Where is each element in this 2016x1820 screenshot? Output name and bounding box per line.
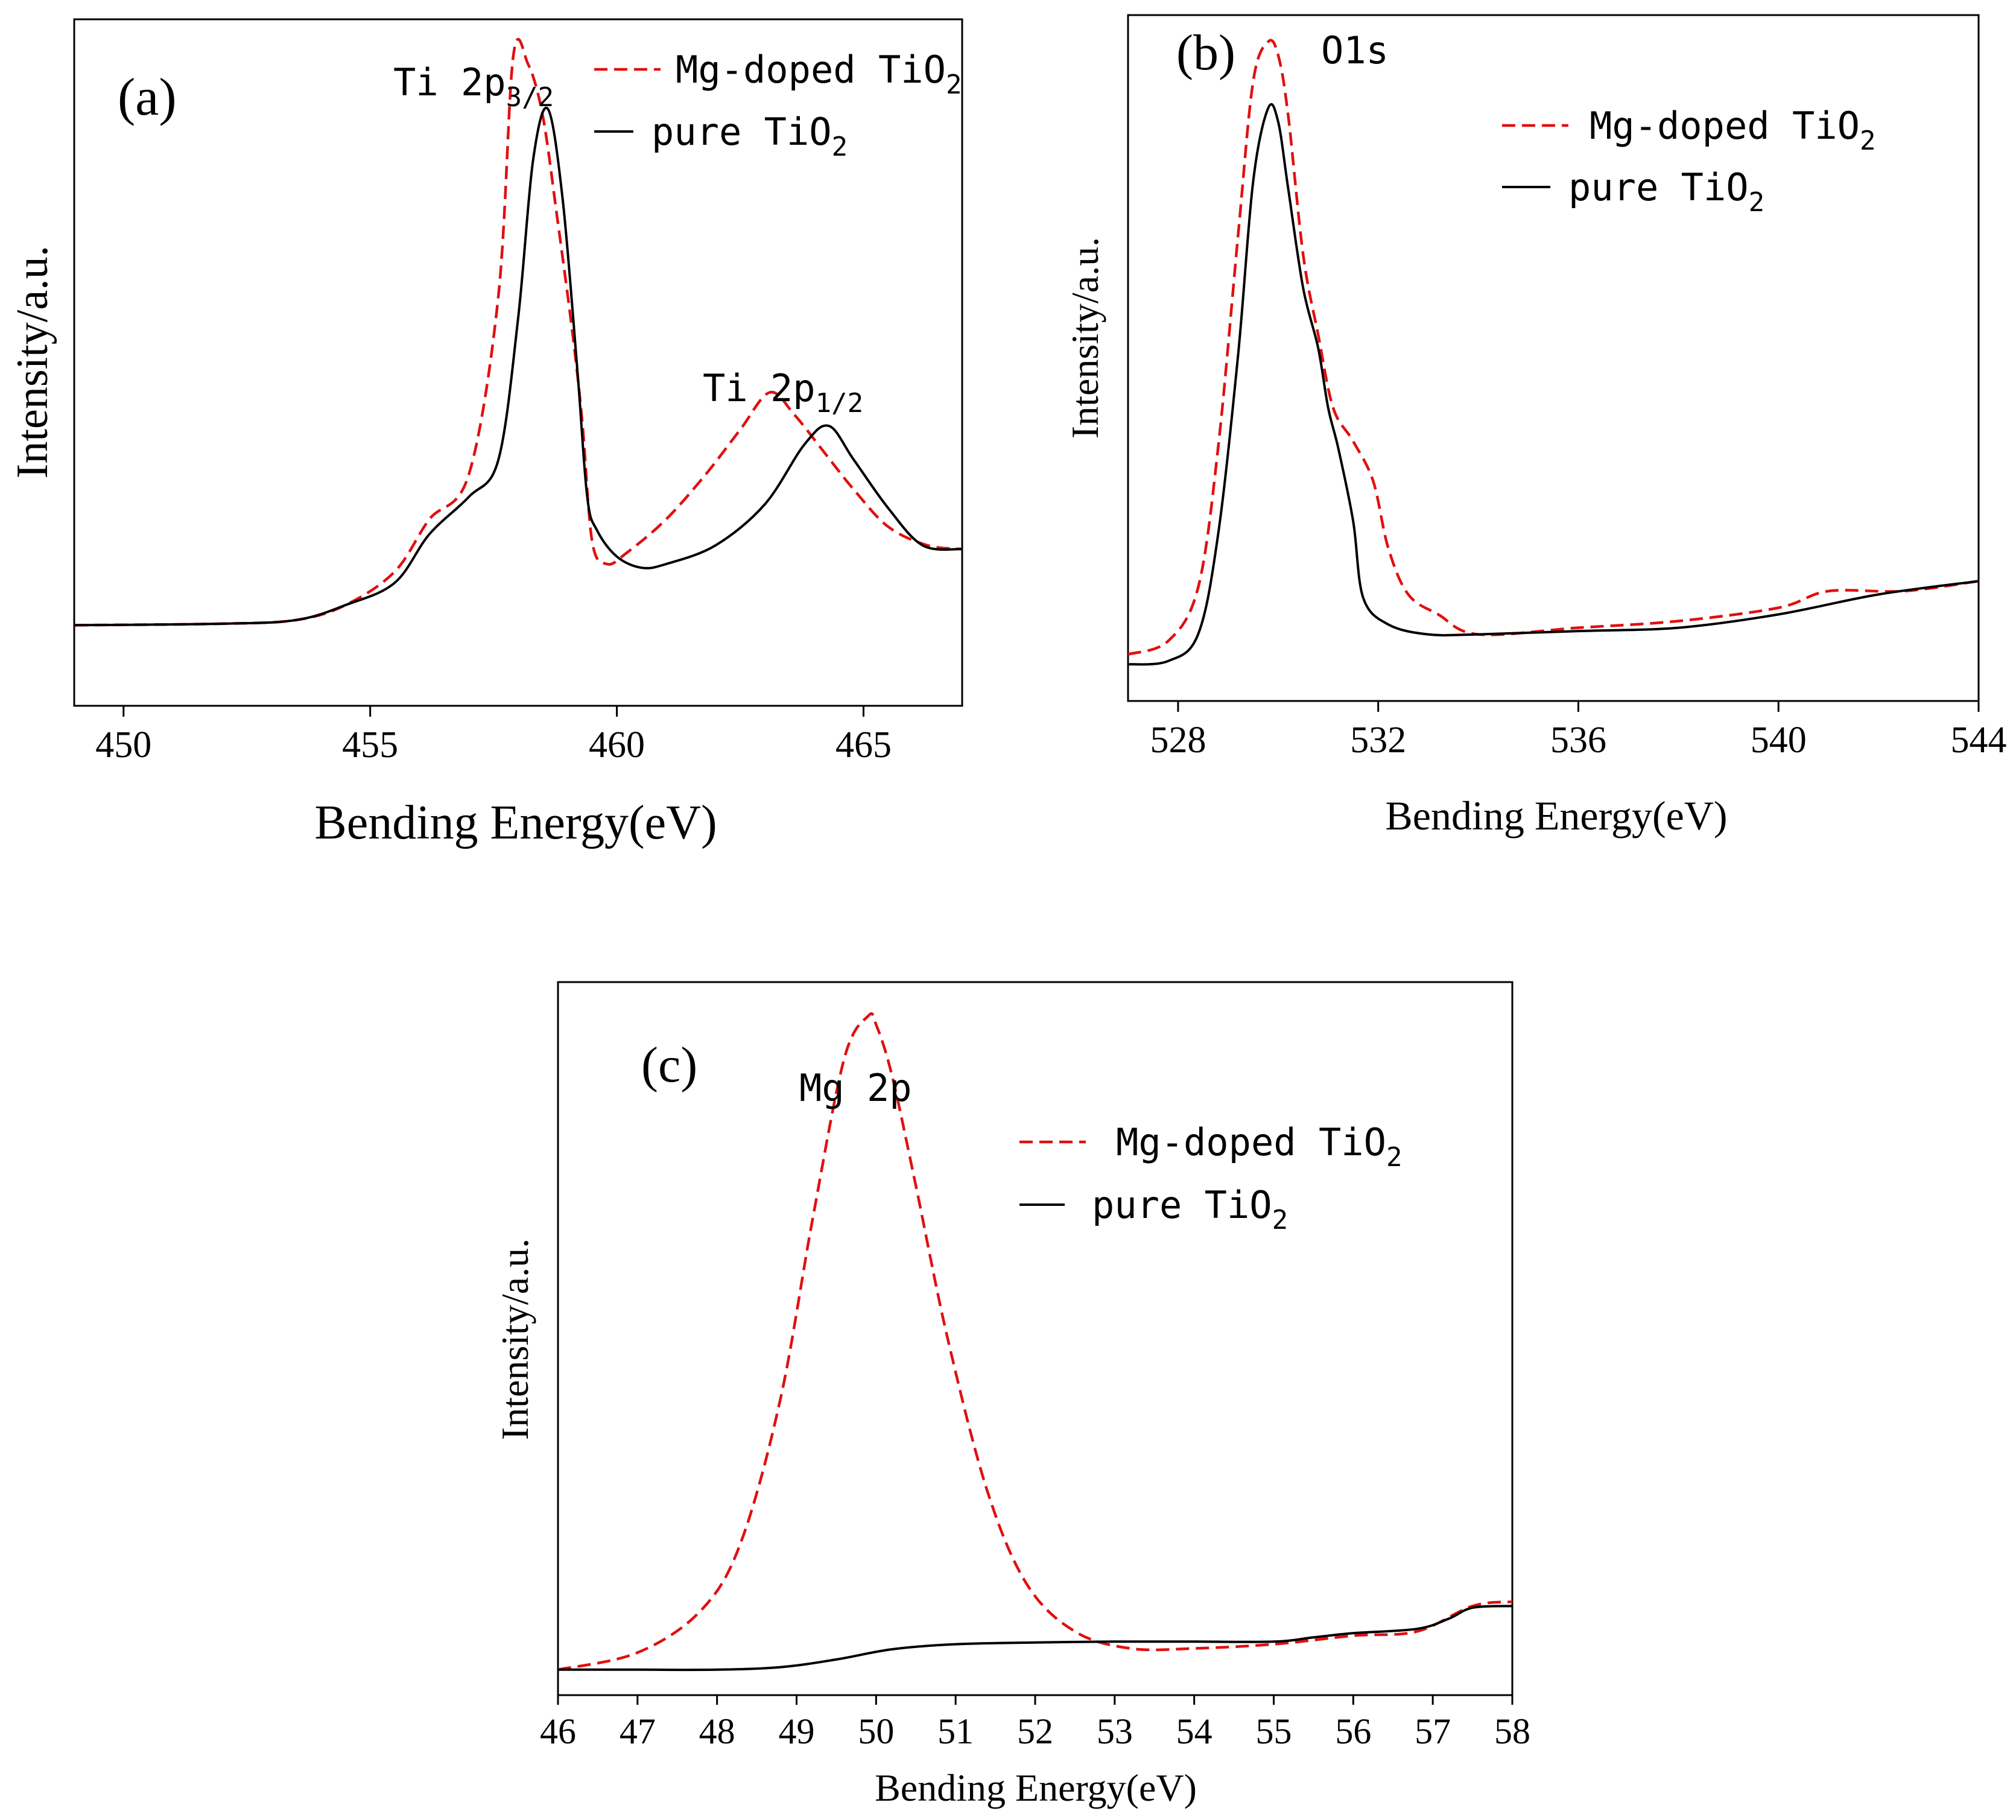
panel-b-curves xyxy=(1127,39,1979,666)
panel-b-ticks: 528 532 536 540 544 xyxy=(1150,701,2007,761)
panel-c-series-doped xyxy=(557,1012,1513,1672)
panel-a-xlabel: Bending Energy(eV) xyxy=(314,796,717,849)
panel-c-tick-label: 48 xyxy=(699,1711,735,1751)
panel-a-curves xyxy=(74,37,963,627)
panel-b-legend: Mg-doped TiO2 pure TiO2 xyxy=(1502,104,1875,218)
panel-c-tick-label: 54 xyxy=(1176,1711,1212,1751)
panel-b-xlabel: Bending Energy(eV) xyxy=(1385,793,1727,839)
panel-c-tick-label: 51 xyxy=(937,1711,974,1751)
panel-a-legend: Mg-doped TiO2 pure TiO2 xyxy=(594,48,962,162)
panel-a-series-doped xyxy=(74,37,963,627)
panel-c: 46 47 48 49 50 51 52 53 54 55 56 57 58 (c) Mg 2p Mg-… xyxy=(493,981,1530,1809)
panel-c-tick-label: 47 xyxy=(620,1711,656,1751)
panel-c-legend: Mg-doped TiO2 pure TiO2 xyxy=(1019,1120,1402,1235)
panel-b-series-pure xyxy=(1127,103,1979,666)
panel-b-tick-label: 528 xyxy=(1150,720,1206,761)
panel-c-tick-label: 57 xyxy=(1415,1711,1451,1751)
panel-b-legend-doped-label: Mg-doped TiO2 xyxy=(1590,104,1875,156)
panel-c-xlabel: Bending Energy(eV) xyxy=(875,1766,1197,1809)
panel-b-legend-pure-label: pure TiO2 xyxy=(1568,165,1764,218)
panel-c-tick-label: 53 xyxy=(1097,1711,1133,1751)
panel-c-tick-label: 50 xyxy=(858,1711,894,1751)
panel-b-tick-label: 544 xyxy=(1951,720,2007,761)
panel-a-tick-label: 455 xyxy=(342,725,398,766)
panel-c-legend-pure-label: pure TiO2 xyxy=(1092,1183,1288,1235)
panel-b-tick-label: 540 xyxy=(1751,720,1807,761)
panel-c-legend-doped-label: Mg-doped TiO2 xyxy=(1116,1120,1402,1173)
panel-a-peak-label-3-2: Ti 2p3/2 xyxy=(393,60,554,113)
panel-a-ylabel: Intensity/a.u. xyxy=(8,246,57,478)
panel-a-peak-label-1-2: Ti 2p1/2 xyxy=(703,366,863,419)
panel-a: 450 455 460 465 (a) Ti 2p3/2 Ti 2p1/2 Mg-do… xyxy=(8,18,963,849)
panel-c-ylabel: Intensity/a.u. xyxy=(493,1238,536,1440)
panel-c-curves xyxy=(557,1012,1513,1672)
panel-c-tick-label: 49 xyxy=(779,1711,815,1751)
panel-a-plot-frame xyxy=(73,18,963,707)
panel-a-ticks: 450 455 460 465 xyxy=(95,706,892,766)
panel-c-tick-label: 55 xyxy=(1256,1711,1292,1751)
panel-b-label: (b) xyxy=(1176,25,1235,81)
panel-a-legend-pure-label: pure TiO2 xyxy=(651,110,848,162)
panel-c-series-pure xyxy=(558,1605,1513,1672)
panel-b: 528 532 536 540 544 (b) O1s Mg-doped TiO2 pu… xyxy=(1063,14,2007,839)
panel-c-tick-label: 56 xyxy=(1335,1711,1371,1751)
panel-c-peak-label: Mg 2p xyxy=(799,1066,912,1110)
panel-b-series-doped xyxy=(1127,39,1979,656)
panel-a-tick-label: 460 xyxy=(589,725,645,766)
panel-a-tick-label: 450 xyxy=(95,725,151,766)
panel-a-label: (a) xyxy=(118,68,177,127)
panel-b-plot-frame xyxy=(1127,14,1980,702)
panel-a-series-pure xyxy=(74,106,963,627)
panel-b-peak-label: O1s xyxy=(1321,28,1389,72)
panel-a-tick-label: 465 xyxy=(835,725,892,766)
panel-b-ylabel: Intensity/a.u. xyxy=(1063,237,1106,439)
panel-c-ticks: 46 47 48 49 50 51 52 53 54 55 56 57 58 xyxy=(540,1695,1530,1751)
panel-c-tick-label: 52 xyxy=(1017,1711,1053,1751)
panel-c-label: (c) xyxy=(641,1037,697,1093)
panel-b-tick-label: 532 xyxy=(1350,720,1406,761)
panel-a-legend-doped-label: Mg-doped TiO2 xyxy=(676,48,962,100)
panel-c-tick-label: 58 xyxy=(1494,1711,1530,1751)
panel-b-tick-label: 536 xyxy=(1550,720,1606,761)
panel-c-tick-label: 46 xyxy=(540,1711,576,1751)
